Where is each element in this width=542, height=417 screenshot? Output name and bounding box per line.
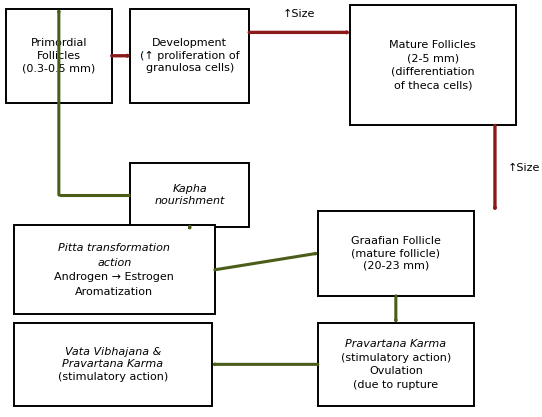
Text: ↑Size: ↑Size bbox=[508, 163, 540, 173]
Bar bbox=[14, 323, 212, 406]
Text: Pitta transformation: Pitta transformation bbox=[59, 243, 170, 253]
Text: granulosa cells): granulosa cells) bbox=[146, 63, 234, 73]
Text: (↑ proliferation of: (↑ proliferation of bbox=[140, 51, 240, 61]
Text: (0.3-0.5 mm): (0.3-0.5 mm) bbox=[22, 63, 95, 73]
Bar bbox=[130, 163, 249, 227]
Text: of theca cells): of theca cells) bbox=[393, 80, 472, 90]
Text: Ovulation: Ovulation bbox=[369, 366, 423, 376]
Text: (stimulatory action): (stimulatory action) bbox=[341, 353, 451, 363]
Text: (due to rupture: (due to rupture bbox=[353, 380, 438, 390]
Text: Androgen → Estrogen: Androgen → Estrogen bbox=[54, 272, 175, 282]
Text: action: action bbox=[97, 258, 132, 268]
Text: Aromatization: Aromatization bbox=[75, 287, 153, 297]
Text: (differentiation: (differentiation bbox=[391, 66, 475, 76]
Text: ↑Size: ↑Size bbox=[283, 9, 315, 19]
Text: Primordial: Primordial bbox=[30, 38, 87, 48]
Bar bbox=[318, 323, 474, 406]
Bar bbox=[6, 9, 112, 103]
Text: Graafian Follicle: Graafian Follicle bbox=[351, 236, 441, 246]
Text: Mature Follicles: Mature Follicles bbox=[390, 40, 476, 50]
Text: Pravartana Karma: Pravartana Karma bbox=[345, 339, 447, 349]
Text: Follicles: Follicles bbox=[37, 51, 81, 61]
Text: Development: Development bbox=[152, 38, 227, 48]
Bar bbox=[14, 225, 215, 314]
Text: Pravartana Karma: Pravartana Karma bbox=[62, 359, 164, 369]
Text: nourishment: nourishment bbox=[154, 196, 225, 206]
Bar bbox=[130, 9, 249, 103]
Text: (20-23 mm): (20-23 mm) bbox=[363, 261, 429, 271]
Bar bbox=[350, 5, 516, 126]
Text: Vata Vibhajana &: Vata Vibhajana & bbox=[65, 347, 161, 357]
Bar bbox=[318, 211, 474, 296]
Text: (mature follicle): (mature follicle) bbox=[351, 248, 440, 258]
Text: (stimulatory action): (stimulatory action) bbox=[58, 372, 168, 382]
Text: Kapha: Kapha bbox=[172, 183, 207, 193]
Text: (2-5 mm): (2-5 mm) bbox=[407, 54, 459, 64]
